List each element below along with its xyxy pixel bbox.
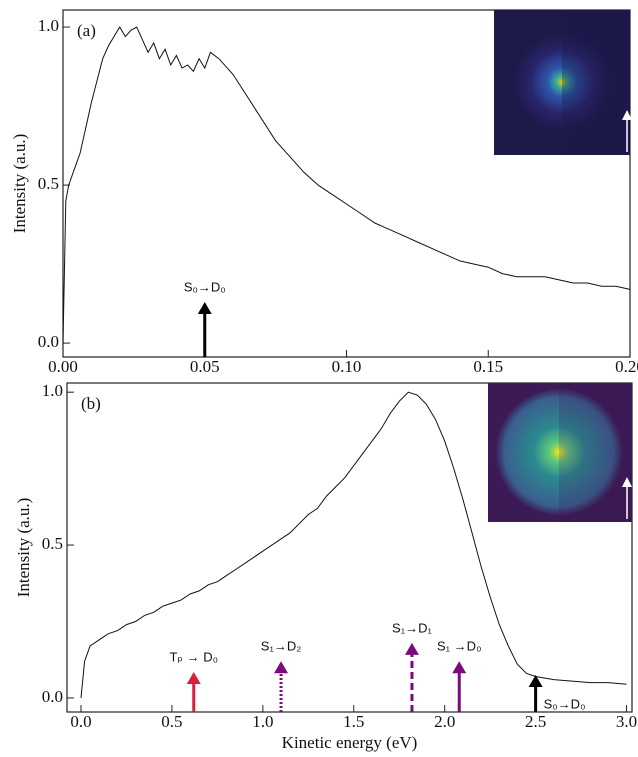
y-tick-label: 0.0 bbox=[42, 687, 63, 706]
inset-image-b bbox=[488, 383, 632, 522]
arrow-head bbox=[529, 675, 543, 687]
y-tick-label: 0.0 bbox=[38, 332, 59, 351]
x-tick-label: 0.5 bbox=[161, 712, 182, 731]
arrow-head bbox=[274, 661, 288, 673]
x-tick-label: 2.5 bbox=[525, 712, 546, 731]
arrow-label: Tₚ → D₀ bbox=[169, 649, 218, 664]
arrow-head bbox=[452, 661, 466, 673]
x-tick-label: 1.0 bbox=[252, 712, 273, 731]
x-axis-label: Kinetic energy (eV) bbox=[282, 733, 418, 752]
panel-label: (b) bbox=[81, 394, 101, 413]
x-tick-label: 0.15 bbox=[473, 357, 503, 376]
x-tick-label: 3.0 bbox=[616, 712, 637, 731]
y-axis-label: Intensity (a.u.) bbox=[14, 498, 33, 598]
arrow-head bbox=[187, 672, 201, 684]
inset-image-a bbox=[494, 10, 632, 155]
y-tick-label: 0.5 bbox=[42, 534, 63, 553]
y-axis-label: Intensity (a.u.) bbox=[10, 134, 29, 234]
arrow-head bbox=[405, 643, 419, 655]
y-tick-label: 0.5 bbox=[38, 174, 59, 193]
figure: 0.0 0.5 1.0 1.5 2.0 2.5 3.0 0.0 0.5 1.0 Intensity … bbox=[0, 0, 638, 757]
y-tick-label: 1.0 bbox=[42, 381, 63, 400]
arrow-label: S₁→D₂ bbox=[261, 639, 302, 654]
x-tick-label: 2.0 bbox=[434, 712, 455, 731]
arrow-label: S₀→D₀ bbox=[544, 696, 586, 711]
arrow-head bbox=[198, 302, 212, 314]
arrow-label: S₁→D₁ bbox=[392, 620, 432, 635]
x-tick-label: 0.10 bbox=[332, 357, 362, 376]
arrow-label: S₁ →D₀ bbox=[437, 639, 481, 654]
x-tick-label: 0.00 bbox=[48, 357, 78, 376]
x-tick-label: 1.5 bbox=[343, 712, 364, 731]
panel-label: (a) bbox=[77, 21, 96, 40]
x-tick-label: 0.05 bbox=[190, 357, 220, 376]
y-tick-label: 1.0 bbox=[38, 16, 59, 35]
arrow-label: S₀→D₀ bbox=[184, 279, 226, 294]
x-tick-label: 0.20 bbox=[615, 357, 638, 376]
x-tick-label: 0.0 bbox=[70, 712, 91, 731]
